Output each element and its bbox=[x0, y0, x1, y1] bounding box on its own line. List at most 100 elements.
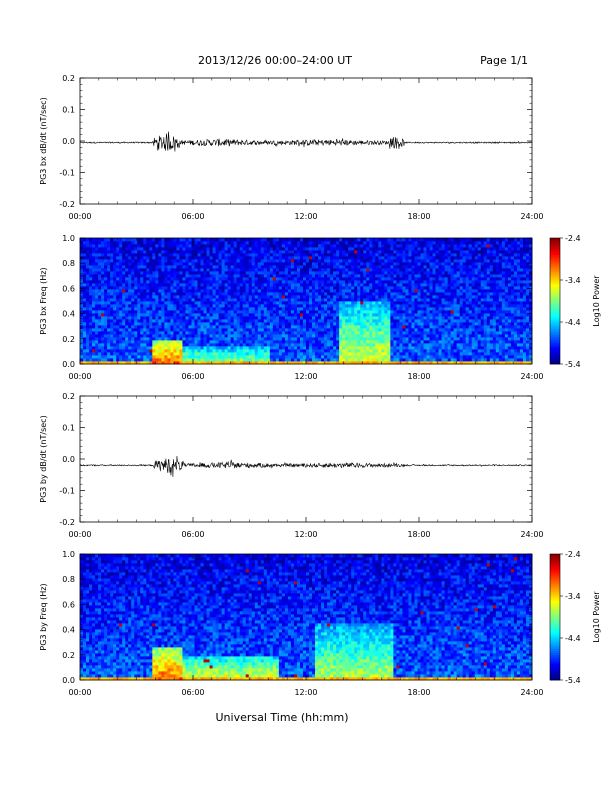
spectrogram-cell bbox=[170, 238, 174, 242]
spectrogram-cell bbox=[119, 301, 123, 305]
spectrogram-cell bbox=[116, 265, 120, 269]
spectrogram-cell bbox=[263, 331, 268, 335]
spectrogram-cell bbox=[257, 352, 262, 356]
spectrogram-cell bbox=[375, 355, 379, 359]
spectrogram-cell bbox=[254, 238, 259, 242]
spectrogram-cell bbox=[348, 319, 352, 323]
spectrogram-cell bbox=[321, 277, 325, 281]
spectrogram-cell bbox=[191, 328, 195, 332]
spectrogram-cell bbox=[366, 295, 370, 299]
spectrogram-cell bbox=[128, 283, 132, 287]
spectrogram-cell bbox=[287, 313, 292, 317]
spectrogram-cell bbox=[327, 358, 331, 362]
spectrogram-cell bbox=[224, 328, 229, 332]
spectrogram-cell bbox=[336, 259, 340, 263]
spectrogram-cell bbox=[330, 241, 334, 245]
spectrogram-cell bbox=[423, 301, 427, 305]
spectrogram-cell bbox=[296, 289, 301, 293]
spectrogram-cell bbox=[137, 310, 141, 314]
spectrogram-cell bbox=[188, 250, 192, 254]
spectrogram-cell bbox=[315, 304, 319, 308]
spectrogram-cell bbox=[330, 310, 334, 314]
spectrogram-cell bbox=[188, 343, 192, 347]
spectrogram-cell bbox=[131, 361, 135, 365]
spectrogram-cell bbox=[191, 325, 195, 329]
spectrogram-cell bbox=[429, 349, 433, 353]
spectrogram-cell bbox=[384, 337, 388, 341]
spectrogram-cell bbox=[107, 295, 111, 299]
spectrogram-cell bbox=[152, 307, 156, 311]
spectrogram-cell bbox=[281, 256, 286, 260]
spectrogram-cell bbox=[128, 328, 132, 332]
spectrogram-cell bbox=[254, 313, 259, 317]
spectrogram-cell bbox=[176, 337, 180, 341]
spectrogram-cell bbox=[366, 322, 370, 326]
spectrogram-cell bbox=[296, 271, 301, 275]
spectrogram-cell bbox=[369, 304, 373, 308]
spectrogram-cell bbox=[158, 346, 162, 350]
spectrogram-cell bbox=[119, 274, 123, 278]
spectrogram-cell bbox=[363, 259, 367, 263]
spectrogram-cell bbox=[158, 361, 162, 365]
spectrogram-cell bbox=[221, 280, 226, 284]
spectrogram-cell bbox=[426, 310, 430, 314]
spectrogram-cell bbox=[188, 277, 192, 281]
spectrogram-cell bbox=[242, 322, 247, 326]
spectrogram-cell bbox=[351, 241, 355, 245]
spectrogram-cell bbox=[230, 337, 235, 341]
spectrogram-cell bbox=[116, 337, 120, 341]
spectrogram-cell bbox=[260, 292, 265, 296]
spectrogram-cell bbox=[357, 334, 361, 338]
spectrogram-cell bbox=[113, 250, 117, 254]
spectrogram-cell bbox=[95, 283, 99, 287]
spectrogram-cell bbox=[263, 244, 268, 248]
spectrogram-cell bbox=[324, 307, 328, 311]
spectrogram-cell bbox=[119, 277, 123, 281]
spectrogram-cell bbox=[119, 292, 123, 296]
spectrogram-cell bbox=[209, 274, 213, 278]
spectrogram-cell bbox=[302, 316, 307, 320]
spectrogram-cell bbox=[221, 358, 226, 362]
spectrogram-cell bbox=[167, 349, 171, 353]
spectrogram-cell bbox=[86, 262, 90, 266]
figure-title: 2013/12/26 00:00–24:00 UT bbox=[198, 54, 352, 67]
spectrogram-cell bbox=[275, 253, 280, 257]
spectrogram-cell bbox=[269, 352, 274, 356]
spectrogram-cell bbox=[318, 316, 322, 320]
spectrogram-cell bbox=[155, 328, 159, 332]
spectrogram-cell bbox=[263, 343, 268, 347]
spectrogram-cell bbox=[197, 283, 201, 287]
spectrogram-cell bbox=[92, 358, 96, 362]
spectrogram-cell bbox=[89, 340, 93, 344]
spectrogram-cell bbox=[80, 283, 84, 287]
spectrogram-cell bbox=[227, 352, 232, 356]
spectrogram-cell bbox=[321, 238, 325, 242]
spectrogram-cell bbox=[309, 316, 313, 320]
spectrogram-cell bbox=[399, 340, 403, 344]
spectrogram-cell bbox=[287, 349, 292, 353]
spectrogram-cell bbox=[113, 271, 117, 275]
spectrogram-cell bbox=[390, 262, 394, 266]
spectrogram-cell bbox=[257, 265, 262, 269]
spectrogram-cell bbox=[378, 244, 382, 248]
spectrogram-cell bbox=[101, 352, 105, 356]
spectrogram-cell bbox=[221, 259, 226, 263]
spectrogram-cell bbox=[227, 310, 232, 314]
spectrogram-cell bbox=[348, 301, 352, 305]
spectrogram-cell bbox=[257, 256, 262, 260]
spectrogram-cell bbox=[227, 271, 232, 275]
spectrogram-cell bbox=[378, 334, 382, 338]
spectrogram-cell bbox=[206, 277, 210, 281]
spectrogram-cell bbox=[414, 328, 418, 332]
spectrogram-cell bbox=[227, 319, 232, 323]
spectrogram-cell bbox=[269, 247, 274, 251]
spectrogram-cell bbox=[378, 349, 382, 353]
spectrogram-cell bbox=[116, 343, 120, 347]
spectrogram-cell bbox=[399, 334, 403, 338]
spectrogram-cell bbox=[357, 319, 361, 323]
spectrogram-cell bbox=[197, 313, 201, 317]
spectrogram-cell bbox=[206, 244, 210, 248]
spectrogram-cell bbox=[233, 322, 238, 326]
spectrogram-cell bbox=[236, 280, 241, 284]
spectrogram-cell bbox=[86, 331, 90, 335]
